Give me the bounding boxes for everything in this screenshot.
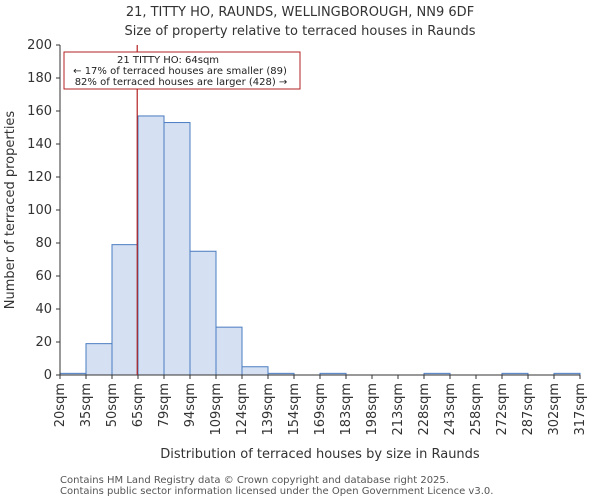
y-tick-label: 80 [35,236,52,251]
x-tick-label: 94sqm [183,383,198,427]
annotation-line1: 21 TITTY HO: 64sqm [117,55,219,66]
footer-line2: Contains public sector information licen… [60,486,493,497]
footer-line1: Contains HM Land Registry data © Crown c… [60,475,449,486]
x-tick-label: 35sqm [79,383,94,427]
histogram-bar [137,115,165,376]
x-tick-label: 287sqm [521,383,536,436]
histogram-bar [215,326,243,376]
x-tick-label: 154sqm [287,383,302,436]
annotation-line2: ← 17% of terraced houses are smaller (89… [73,66,287,77]
x-tick-label: 317sqm [573,383,588,436]
histogram-bar [111,244,139,376]
x-tick-label: 79sqm [157,383,172,427]
x-axis-label: Distribution of terraced houses by size … [160,447,480,462]
x-tick-label: 65sqm [131,383,146,427]
x-tick-label: 302sqm [547,383,562,436]
x-tick-label: 272sqm [495,383,510,436]
x-tick-label: 183sqm [339,383,354,436]
histogram-bar [163,122,191,376]
y-tick-label: 160 [27,104,52,119]
x-tick-label: 198sqm [365,383,380,436]
y-tick-label: 120 [27,170,52,185]
x-tick-label: 243sqm [443,383,458,436]
x-tick-label: 124sqm [235,383,250,436]
x-tick-label: 139sqm [261,383,276,436]
x-tick-label: 213sqm [391,383,406,436]
y-tick-label: 140 [27,137,52,152]
y-tick-label: 180 [27,71,52,86]
y-axis-label: Number of terraced properties [3,111,18,310]
chart-title-line1: 21, TITTY HO, RAUNDS, WELLINGBOROUGH, NN… [126,5,474,20]
y-tick-label: 20 [35,335,52,350]
y-tick-label: 40 [35,302,52,317]
x-tick-label: 50sqm [105,383,120,427]
chart-title-line2: Size of property relative to terraced ho… [125,24,476,39]
y-tick-label: 200 [27,38,52,53]
y-tick-label: 0 [44,368,52,383]
plot-area: 0 20 40 60 80 100 120 140 160 180 200 20sqm 35sqm 50s… [27,38,588,436]
histogram-bar [241,366,269,376]
annotation-line3: 82% of terraced houses are larger (428) … [75,77,288,88]
histogram-bar [189,250,217,376]
x-tick-label: 109sqm [209,383,224,436]
x-tick-label: 228sqm [417,383,432,436]
histogram-bar [85,343,113,376]
x-tick-label: 169sqm [313,383,328,436]
x-tick-label: 258sqm [469,383,484,436]
y-tick-label: 100 [27,203,52,218]
y-tick-label: 60 [35,269,52,284]
annotation-box: 21 TITTY HO: 64sqm ← 17% of terraced hou… [63,51,301,90]
x-tick-label: 20sqm [53,383,68,427]
